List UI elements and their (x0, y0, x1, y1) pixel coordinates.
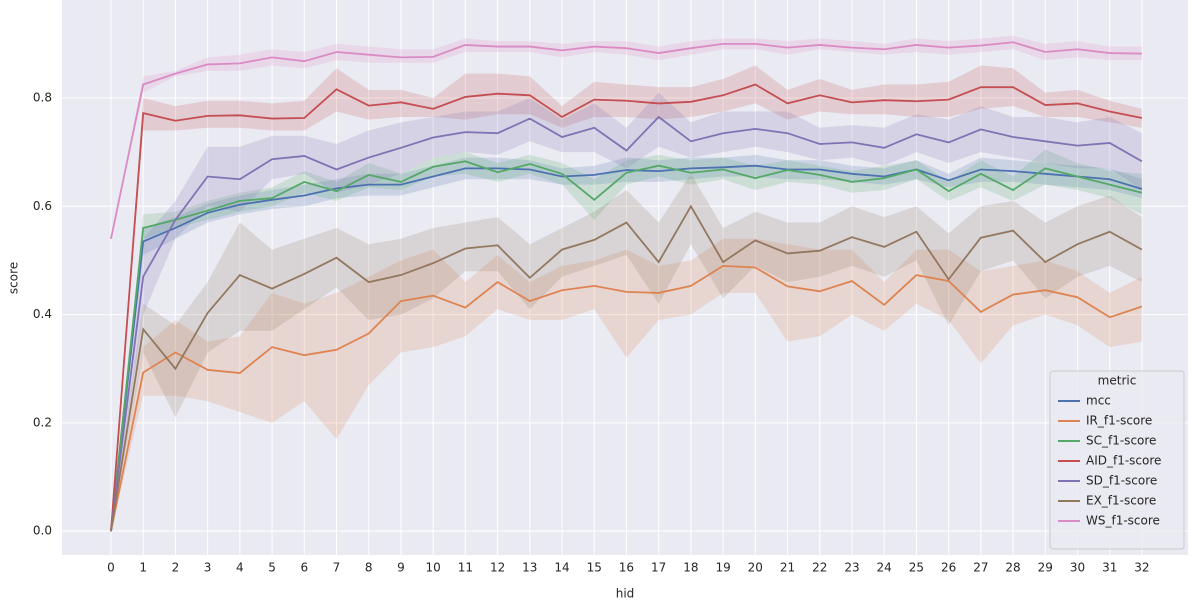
y-tick-label: 0.4 (33, 307, 52, 321)
confidence-band (110, 173, 1142, 532)
x-tick-label: 4 (236, 561, 244, 575)
legend-title: metric (1098, 374, 1137, 388)
x-tick-label: 20 (748, 561, 763, 575)
x-tick-label: 6 (300, 561, 308, 575)
series-line (110, 164, 1143, 532)
series-line (110, 115, 1143, 532)
x-tick-label: 17 (651, 561, 666, 575)
confidence-band (110, 65, 1142, 532)
x-tick-label: 1 (139, 561, 147, 575)
x-tick-label: 0 (107, 561, 115, 575)
x-tick-label: 32 (1134, 561, 1149, 575)
x-tick-label: 13 (522, 561, 537, 575)
legend-label: SD_f1-score (1086, 474, 1157, 488)
x-tick-label: 31 (1102, 561, 1117, 575)
x-tick-label: 24 (877, 561, 892, 575)
x-tick-label: 2 (172, 561, 180, 575)
x-tick-label: 16 (619, 561, 634, 575)
plot-area (62, 0, 1188, 555)
series-line (110, 264, 1143, 532)
legend-box (1049, 370, 1185, 550)
x-tick-label: 25 (909, 561, 924, 575)
confidence-band (110, 92, 1142, 532)
legend-label: IR_f1-score (1086, 414, 1152, 428)
y-tick-label: 0.6 (33, 199, 52, 213)
x-tick-label: 10 (426, 561, 441, 575)
x-tick-label: 8 (365, 561, 373, 575)
y-tick-label: 0.2 (33, 415, 52, 429)
x-tick-label: 12 (490, 561, 505, 575)
series-line (110, 41, 1142, 239)
x-tick-label: 19 (715, 561, 730, 575)
x-tick-label: 9 (397, 561, 405, 575)
x-tick-label: 27 (973, 561, 988, 575)
legend-label: EX_f1-score (1086, 494, 1156, 508)
series-line (110, 83, 1143, 532)
x-tick-label: 11 (458, 561, 473, 575)
x-tick-label: 3 (204, 561, 212, 575)
confidence-band (110, 238, 1142, 532)
series-line (110, 204, 1143, 532)
legend-label: mcc (1086, 394, 1111, 408)
x-tick-label: 7 (333, 561, 341, 575)
confidence-band (110, 35, 1142, 239)
x-tick-label: 30 (1070, 561, 1085, 575)
legend-label: SC_f1-score (1086, 434, 1156, 448)
x-tick-label: 22 (812, 561, 827, 575)
x-tick-label: 14 (554, 561, 569, 575)
legend-label: WS_f1-score (1086, 514, 1160, 528)
series-line (110, 160, 1143, 532)
x-tick-label: 15 (587, 561, 602, 575)
confidence-band (110, 149, 1142, 532)
y-axis-label: score (7, 262, 21, 294)
y-tick-label: 0.0 (33, 524, 52, 538)
x-tick-label: 29 (1038, 561, 1053, 575)
x-tick-label: 28 (1005, 561, 1020, 575)
legend-label: AID_f1-score (1086, 454, 1161, 468)
x-tick-label: 26 (941, 561, 956, 575)
x-tick-label: 5 (268, 561, 276, 575)
x-tick-label: 23 (844, 561, 859, 575)
y-tick-label: 0.8 (33, 91, 52, 105)
x-axis-label: hid (616, 587, 635, 601)
x-tick-label: 18 (683, 561, 698, 575)
x-tick-label: 21 (780, 561, 795, 575)
